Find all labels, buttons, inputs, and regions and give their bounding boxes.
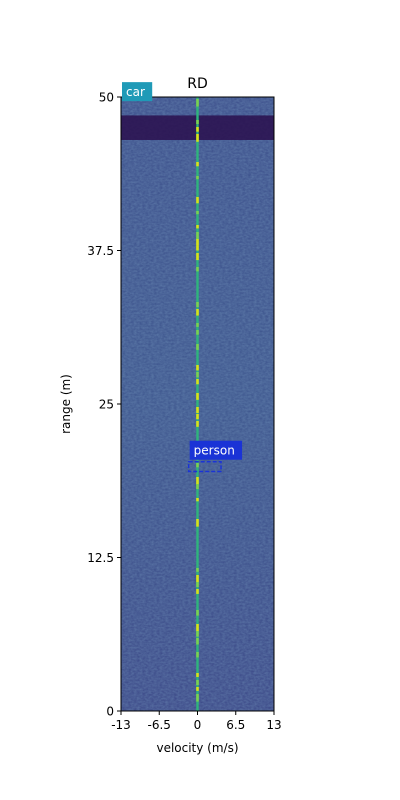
detections: car person [122, 82, 243, 473]
y-tick-label: 25 [99, 398, 114, 412]
intensity-speckle [196, 393, 199, 400]
intensity-speckle [196, 687, 199, 691]
intensity-speckle [196, 309, 199, 316]
y-tick-label: 37.5 [87, 244, 114, 258]
intensity-speckle [196, 519, 199, 527]
x-tick-label: 6.5 [226, 718, 245, 732]
intensity-speckle [196, 239, 199, 246]
y-tick-label: 50 [99, 91, 114, 105]
detection-box [187, 460, 222, 473]
y-axis: 0 12.5 25 37.5 50 [87, 91, 121, 719]
intensity-speckle [196, 498, 199, 502]
intensity-speckle [196, 162, 199, 167]
intensity-speckle [196, 673, 199, 677]
plot-area [121, 97, 274, 711]
intensity-speckle [196, 127, 199, 132]
x-tick-label: 0 [194, 718, 202, 732]
intensity-speckle [196, 302, 199, 308]
intensity-speckle [196, 323, 199, 327]
x-axis: -13 -6.5 0 6.5 13 [111, 711, 282, 732]
y-tick-label: 0 [106, 705, 114, 719]
detection-person: person [187, 440, 243, 473]
intensity-speckle [196, 365, 199, 371]
detection-car: car [122, 82, 153, 102]
intensity-speckle [196, 372, 199, 378]
intensity-speckle [196, 253, 199, 261]
intensity-speckle [196, 225, 199, 229]
intensity-speckle [196, 575, 199, 582]
zero-velocity-line [196, 97, 199, 711]
intensity-speckle [196, 414, 199, 420]
x-tick-label: -13 [111, 718, 131, 732]
intensity-speckle [196, 120, 199, 124]
intensity-speckle [196, 134, 199, 142]
intensity-speckle [196, 211, 199, 215]
intensity-speckle [196, 232, 199, 240]
intensity-speckle [196, 197, 199, 204]
intensity-speckle [196, 694, 199, 702]
intensity-speckle [196, 379, 199, 385]
intensity-speckle [196, 463, 199, 468]
x-tick-label: -6.5 [148, 718, 171, 732]
intensity-speckle [196, 652, 199, 658]
intensity-speckle [196, 246, 199, 251]
detection-label-box [122, 82, 153, 102]
intensity-speckle [196, 421, 199, 427]
intensity-speckle [196, 631, 199, 637]
x-axis-label: velocity (m/s) [156, 741, 238, 755]
intensity-speckle [196, 568, 199, 572]
y-axis-label: range (m) [59, 374, 73, 434]
x-tick-label: 13 [266, 718, 281, 732]
detection-label: person [194, 444, 235, 458]
intensity-speckle [196, 267, 199, 272]
detection-label: car [126, 85, 145, 99]
intensity-speckle [196, 589, 199, 594]
intensity-speckle [196, 582, 199, 587]
intensity-speckle [196, 680, 199, 686]
intensity-speckle [196, 624, 199, 632]
intensity-speckle [196, 344, 199, 350]
intensity-speckle [196, 176, 199, 180]
intensity-speckle [196, 638, 199, 645]
intensity-speckle [196, 330, 199, 335]
detection-label-box [189, 440, 243, 460]
intensity-speckle [196, 99, 199, 107]
intensity-speckle [196, 407, 199, 414]
intensity-speckle [196, 610, 199, 616]
intensity-speckle [196, 477, 199, 485]
y-tick-label: 12.5 [87, 551, 114, 565]
chart-title: RD [187, 76, 208, 92]
intensity-speckle [196, 484, 199, 490]
